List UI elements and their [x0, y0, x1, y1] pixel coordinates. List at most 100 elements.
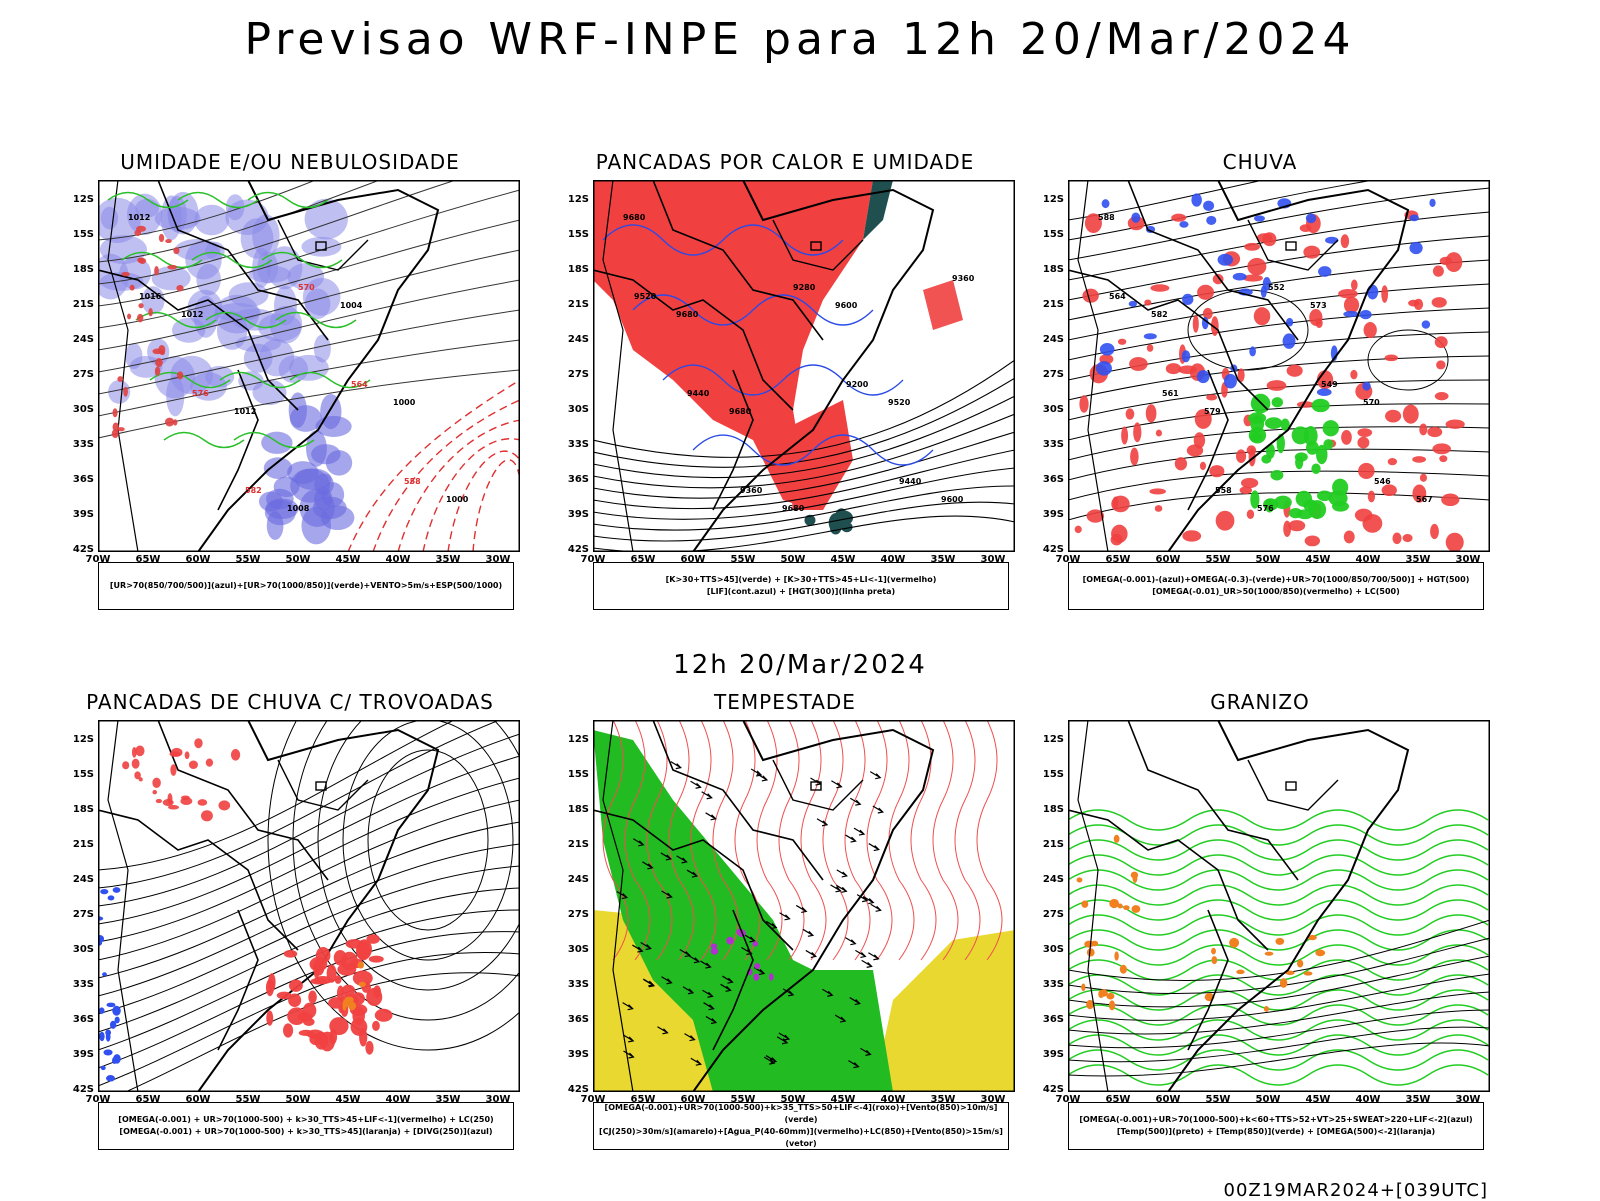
legend-line: [Temp(500)](preto) + [Temp(850)](verde) …: [1116, 1127, 1436, 1136]
rain-red-area: [1074, 525, 1082, 534]
rain-red-area: [1419, 473, 1428, 482]
rain-green-area: [1311, 463, 1321, 475]
contour-label: 558: [1215, 486, 1232, 495]
omega500-orange-area: [1119, 964, 1127, 974]
lon-tick-label: 50W: [780, 554, 806, 565]
divergence-blue-area: [114, 1016, 120, 1024]
wind-vector: [670, 761, 682, 770]
contour-label: 579: [1204, 407, 1221, 416]
thickness-red-contour: [347, 379, 520, 552]
hgt300-contour: [593, 485, 1015, 531]
rain-red-area: [1343, 296, 1360, 314]
map-svg: 588 582 579 576 573 570 567 564 561 558 552 549 546: [1068, 180, 1490, 552]
storm-purple-area: [768, 973, 774, 981]
hgt500-contour: [1068, 448, 1490, 481]
storm-red-area: [333, 950, 347, 966]
rain-red-area: [1439, 455, 1448, 463]
temp850-green-contour: [1068, 1064, 1489, 1086]
omega500-orange-area: [1123, 905, 1130, 911]
rain-red-area: [1384, 354, 1399, 362]
rain-blue-area: [1359, 309, 1372, 320]
rain-green-area: [1303, 425, 1318, 446]
storm-red-area: [138, 777, 143, 782]
legend-line: [OMEGA(-0.001) + UR>70(1000-500) + k>30_…: [118, 1115, 494, 1124]
red-marker: [111, 429, 119, 438]
rain-red-area: [1439, 256, 1452, 266]
humidity-green-contour: [107, 191, 189, 209]
storm-red-area: [155, 798, 163, 804]
red-marker: [155, 358, 163, 367]
lon-tick-label: 30W: [485, 554, 511, 565]
lon-tick-label: 70W: [580, 1094, 606, 1105]
country-border: [98, 269, 299, 411]
storm-red-area: [283, 1023, 294, 1038]
chart-panel: TEMPESTADE 12S 15S 18S 21S 24S 27S 30S 33S 36S 39S…: [545, 690, 1025, 1190]
rain-red-area: [1358, 462, 1375, 480]
main-title: Previsao WRF-INPE para 12h 20/Mar/2024: [244, 14, 1356, 65]
contour-label: 9600: [941, 495, 964, 504]
hgt500-contour: [1068, 180, 1266, 221]
contour-label: 552: [1268, 283, 1285, 292]
lc250-streamline: [367, 749, 489, 931]
country-border: [98, 809, 299, 951]
map-svg: 1012 1012 1012 1008 1004 1000 1000 1016 576 582 57…: [98, 180, 520, 552]
map-frame: [98, 720, 520, 1092]
rain-green-area: [1265, 443, 1276, 459]
temp850-green-contour: [1068, 854, 1489, 876]
rain-green-area: [1303, 499, 1318, 512]
omega500-orange-area: [1275, 937, 1285, 945]
storm-red-area: [308, 990, 317, 1004]
contour-label: 1008: [287, 504, 310, 513]
wind-streamline: [98, 180, 318, 241]
lat-tick-label: 24S: [1042, 874, 1064, 885]
rain-blue-area: [1143, 333, 1157, 340]
coastline: [1167, 180, 1410, 552]
map-plot-area: 588 582 579 576 573 570 567 564 561 558 552 549 546: [1068, 180, 1490, 552]
lc250-streamline: [98, 755, 520, 925]
wind-vector: [705, 812, 717, 821]
hgt300-contour: [593, 395, 1015, 479]
lon-tick-label: 60W: [1155, 554, 1181, 565]
lat-tick-label: 39S: [72, 509, 94, 520]
hgt500-contour: [1068, 331, 1490, 381]
humidity-blue-area: [264, 499, 296, 526]
rain-red-area: [1210, 316, 1219, 337]
wind-vector: [676, 855, 688, 864]
hgt300-contour: [593, 359, 1015, 458]
lat-tick-label: 33S: [1042, 439, 1064, 450]
lat-tick-label: 36S: [72, 474, 94, 485]
omega500-orange-area: [1264, 951, 1274, 956]
legend-line: [UR>70(850/700/500)](azul)+[UR>70(1000/8…: [109, 581, 503, 590]
lc850-red-contour: [602, 720, 629, 961]
rain-red-area: [1247, 257, 1267, 276]
lon-tick-label: 40W: [385, 1094, 411, 1105]
humidity-green-contour: [121, 251, 203, 269]
omega500-orange-area: [1307, 934, 1317, 941]
temp500-black-contour: [1068, 991, 1490, 1035]
red-marker: [129, 284, 135, 291]
rain-blue-area: [1282, 333, 1296, 349]
rain-red-area: [1246, 509, 1255, 519]
storm-orange-area: [342, 999, 349, 1008]
lon-tick-label: 45W: [830, 554, 856, 565]
humidity-blue-area: [190, 372, 227, 401]
rain-red-area: [1256, 233, 1273, 243]
temp850-green-contour: [1068, 839, 1489, 861]
rain-red-area: [1215, 510, 1235, 531]
rain-red-area: [1082, 288, 1099, 303]
lat-tick-label: 12S: [1042, 194, 1064, 205]
humidity-blue-area: [315, 415, 352, 437]
omega500-orange-area: [1113, 834, 1120, 843]
rain-red-area: [1436, 360, 1446, 370]
storm-red-area: [288, 993, 302, 1007]
rain-red-area: [1246, 445, 1257, 456]
rain-red-area: [1125, 408, 1135, 420]
humidity-green-contour: [219, 371, 301, 389]
wind-vector: [642, 978, 655, 987]
omega500-orange-area: [1086, 948, 1095, 957]
contour-label: 9520: [634, 292, 657, 301]
storm-red-area: [319, 1031, 335, 1052]
contour-label: 9600: [835, 301, 858, 310]
map-background: [1068, 720, 1490, 1092]
lon-tick-label: 35W: [435, 554, 461, 565]
